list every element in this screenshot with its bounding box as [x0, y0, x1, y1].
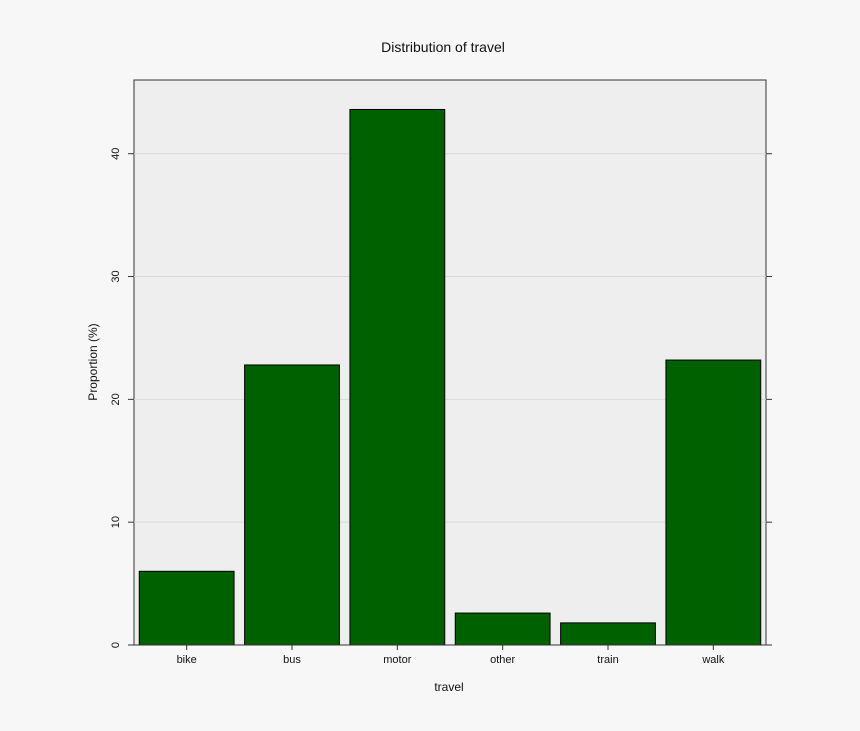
y-tick-label: 30: [110, 270, 122, 282]
x-tick-label-motor: motor: [383, 654, 411, 666]
axes: [128, 153, 772, 650]
bar-train: [560, 622, 656, 646]
y-axis-label: Proportion (%): [86, 323, 100, 400]
bars: [138, 108, 762, 646]
x-axis-label: travel: [434, 680, 463, 694]
y-tick-label: 0: [110, 642, 122, 648]
x-tick-label-other: other: [490, 654, 515, 666]
y-tick-label: 20: [110, 393, 122, 405]
x-tick-label-walk: walk: [701, 654, 725, 666]
y-tick-label: 10: [110, 516, 122, 528]
x-tick-label-bus: bus: [283, 654, 301, 666]
bar-walk: [665, 359, 762, 646]
y-tick-labels: 0 10 20 30 40: [110, 148, 122, 648]
plot-panel: [133, 79, 767, 646]
y-tick-label: 40: [110, 148, 122, 160]
chart-title: Distribution of travel: [381, 39, 505, 55]
x-tick-label-bike: bike: [177, 654, 197, 666]
bar-motor: [349, 108, 446, 646]
bar-bike: [138, 570, 235, 646]
x-tick-labels: bike bus motor other train walk: [177, 654, 725, 666]
grid-lines: [134, 153, 766, 523]
bar-other: [454, 612, 551, 646]
x-tick-label-train: train: [597, 654, 618, 666]
bar-bus: [244, 364, 340, 646]
